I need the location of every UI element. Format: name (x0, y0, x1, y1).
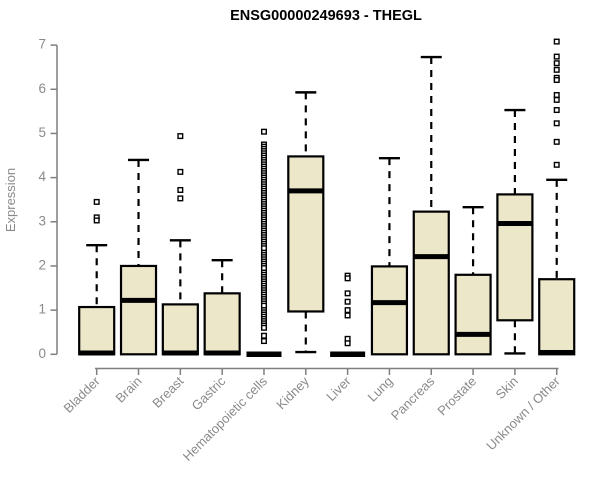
chart-title: ENSG00000249693 - THEGL (230, 8, 422, 24)
box-group-brain (119, 158, 158, 356)
y-axis-tick-label: 0 (38, 346, 46, 361)
box-rect (78, 305, 116, 356)
y-axis-tick-label: 2 (38, 258, 46, 273)
outlier-point (553, 77, 560, 84)
outlier-point (344, 340, 351, 347)
outlier-point (344, 298, 351, 305)
box-group-skin (496, 108, 534, 355)
box-group-prostate (454, 206, 492, 356)
outlier-point (553, 138, 560, 145)
outlier-point (553, 120, 560, 127)
y-axis-tick-label: 7 (38, 37, 46, 52)
box-rect (496, 193, 534, 322)
box-rect (412, 210, 450, 356)
box-rect (287, 155, 325, 313)
outlier-point (93, 198, 100, 205)
outlier-point (344, 307, 351, 314)
y-axis-tick-label: 6 (38, 81, 46, 96)
box-rect (203, 292, 241, 356)
y-axis-tick-label: 3 (38, 213, 46, 228)
outlier-point (553, 92, 560, 99)
box-rect (119, 264, 158, 356)
box-rect (454, 273, 492, 356)
box-rect (161, 303, 199, 356)
outlier-point (344, 312, 351, 319)
outlier-point (344, 275, 351, 282)
outlier-point (344, 290, 351, 297)
y-axis-tick-label: 5 (38, 125, 46, 140)
box-group-pancreas (412, 55, 450, 356)
box-group-unknown-other (538, 38, 576, 356)
outlier-point (177, 168, 184, 175)
outlier-point (553, 38, 560, 45)
box-rect (370, 265, 409, 356)
outlier-point (177, 186, 184, 193)
outlier-point (553, 66, 560, 73)
outlier-point (177, 195, 184, 202)
outlier-point (260, 128, 267, 135)
box-group-liver (330, 272, 366, 358)
box-rect (538, 278, 576, 356)
outlier-point (93, 217, 100, 224)
outlier-point (553, 60, 560, 67)
outlier-point (553, 161, 560, 168)
y-axis-tick-label: 1 (38, 302, 46, 317)
box-group-kidney (287, 91, 325, 354)
outlier-point (260, 338, 267, 345)
outlier-point (553, 53, 560, 60)
outlier-point (553, 96, 560, 103)
y-axis-title: Expression (3, 168, 18, 232)
y-axis-tick-label: 4 (38, 169, 46, 184)
box-group-gastric (203, 259, 241, 356)
box-group-breast (161, 133, 199, 356)
outlier-point (260, 332, 267, 339)
outlier-point (553, 107, 560, 114)
outlier-point (177, 133, 184, 140)
box-group-lung (370, 156, 409, 356)
box-group-hematopoietic-cells (246, 128, 282, 358)
outlier-point (260, 324, 267, 331)
box-group-bladder (78, 198, 116, 356)
